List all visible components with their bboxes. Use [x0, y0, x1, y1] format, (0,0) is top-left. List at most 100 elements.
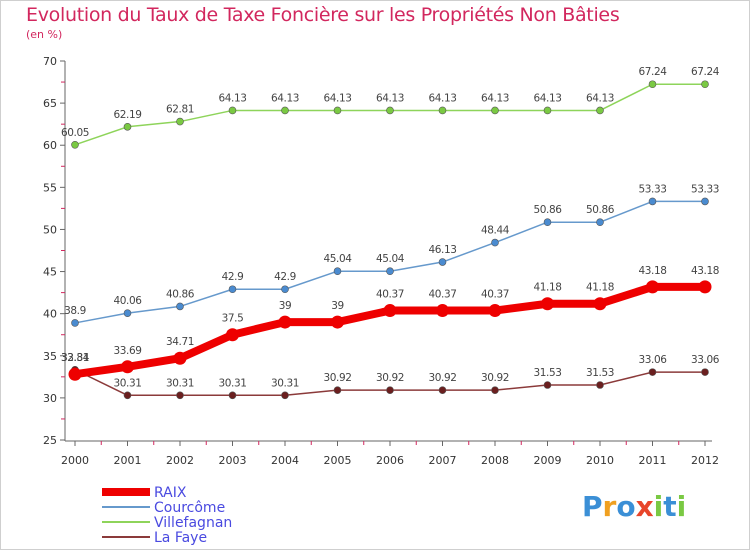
data-label-villefagnan: 67.24 — [691, 66, 720, 78]
data-point-raix — [488, 304, 502, 318]
data-point-courc-me — [438, 258, 447, 266]
data-point-courc-me — [176, 302, 184, 311]
data-label-courc-me: 50.86 — [586, 204, 615, 216]
logo-letter: P — [582, 490, 603, 523]
legend-label-raix: RAIX — [154, 485, 187, 501]
data-point-raix — [278, 315, 292, 329]
unit-label: (en %) — [26, 28, 63, 41]
proxiti-logo: Proxiti — [582, 490, 686, 523]
data-label-raix: 39 — [331, 300, 344, 312]
y-tick-label: 45 — [43, 266, 57, 279]
data-point-la-faye — [701, 368, 709, 376]
data-label-la-faye: 30.31 — [271, 377, 299, 389]
data-label-la-faye: 30.92 — [323, 372, 351, 384]
x-tick-label: 2005 — [324, 454, 352, 467]
x-tick-label: 2000 — [61, 454, 89, 467]
data-label-raix: 39 — [279, 300, 292, 312]
data-label-la-faye: 33.34 — [61, 352, 90, 364]
data-point-villefagnan — [176, 117, 184, 126]
data-point-courc-me — [71, 319, 79, 327]
data-point-la-faye — [228, 391, 237, 400]
logo-letter: i — [653, 490, 664, 523]
x-tick-label: 2012 — [691, 454, 719, 467]
y-tick-label: 70 — [43, 55, 57, 68]
data-label-la-faye: 30.92 — [481, 372, 509, 384]
data-point-la-faye — [123, 391, 132, 400]
x-tick-label: 2006 — [376, 454, 404, 467]
data-point-courc-me — [648, 197, 657, 206]
data-point-raix — [121, 360, 134, 374]
data-point-courc-me — [123, 309, 132, 317]
y-tick-label: 55 — [43, 181, 57, 194]
data-label-villefagnan: 64.13 — [428, 92, 456, 104]
x-tick-label: 2002 — [166, 454, 194, 467]
data-point-la-faye — [386, 386, 394, 394]
data-label-villefagnan: 64.13 — [271, 92, 299, 104]
y-tick-label: 35 — [43, 350, 57, 363]
data-point-la-faye — [438, 386, 447, 394]
data-point-raix — [68, 367, 82, 381]
y-tick-label: 40 — [43, 308, 57, 321]
logo-letter: o — [616, 490, 636, 523]
logo-letter: i — [676, 490, 687, 523]
data-label-raix: 41.18 — [586, 282, 614, 294]
legend-label-la-faye: La Faye — [154, 530, 207, 546]
data-label-villefagnan: 62.81 — [166, 104, 194, 116]
data-point-raix — [383, 304, 397, 318]
data-point-raix — [646, 280, 659, 294]
data-label-courc-me: 40.86 — [166, 288, 195, 300]
x-tick-label: 2009 — [534, 454, 562, 467]
data-label-villefagnan: 62.19 — [113, 109, 141, 121]
data-point-villefagnan — [543, 106, 552, 115]
data-point-villefagnan — [123, 122, 132, 131]
data-label-raix: 43.18 — [691, 265, 719, 277]
data-point-villefagnan — [648, 80, 657, 89]
data-label-raix: 32.81 — [61, 352, 89, 364]
data-point-raix — [593, 297, 607, 311]
data-label-raix: 34.71 — [166, 336, 194, 348]
data-label-villefagnan: 64.13 — [533, 92, 561, 104]
y-tick-label: 60 — [43, 139, 57, 152]
data-point-raix — [173, 351, 187, 365]
data-point-courc-me — [543, 218, 552, 227]
data-point-villefagnan — [281, 106, 289, 115]
data-point-la-faye — [491, 386, 499, 394]
data-point-courc-me — [228, 285, 237, 294]
data-label-la-faye: 33.06 — [638, 354, 667, 366]
data-label-courc-me: 48.44 — [481, 225, 510, 237]
data-point-la-faye — [333, 386, 342, 394]
x-tick-label: 2003 — [219, 454, 247, 467]
data-label-la-faye: 30.31 — [166, 377, 194, 389]
data-label-raix: 43.18 — [638, 265, 666, 277]
data-label-la-faye: 30.92 — [428, 372, 456, 384]
data-point-raix — [331, 315, 344, 329]
data-point-villefagnan — [701, 80, 709, 89]
x-tick-label: 2001 — [114, 454, 142, 467]
chart-title: Evolution du Taux de Taxe Foncière sur l… — [26, 4, 620, 26]
data-point-courc-me — [386, 267, 394, 276]
data-label-la-faye: 31.53 — [586, 367, 614, 379]
data-point-raix — [541, 297, 554, 311]
y-tick-label: 25 — [43, 434, 57, 447]
data-point-courc-me — [701, 197, 709, 206]
x-tick-label: 2004 — [271, 454, 299, 467]
data-label-courc-me: 53.33 — [691, 183, 719, 195]
data-point-raix — [436, 304, 449, 318]
data-label-courc-me: 40.06 — [113, 295, 142, 307]
data-point-villefagnan — [596, 106, 604, 115]
data-point-villefagnan — [333, 106, 342, 115]
data-label-la-faye: 33.06 — [691, 354, 720, 366]
data-point-la-faye — [543, 381, 552, 389]
legend-label-villefagnan: Villefagnan — [154, 515, 232, 531]
data-label-raix: 40.37 — [481, 289, 509, 301]
legend-label-courc-me: Courcôme — [154, 500, 225, 516]
data-point-la-faye — [281, 391, 289, 400]
data-label-villefagnan: 60.05 — [61, 127, 89, 139]
data-label-courc-me: 42.9 — [274, 271, 296, 283]
data-label-raix: 40.37 — [376, 289, 404, 301]
data-point-courc-me — [596, 218, 604, 227]
data-point-villefagnan — [228, 106, 237, 115]
data-label-raix: 37.5 — [222, 313, 244, 325]
